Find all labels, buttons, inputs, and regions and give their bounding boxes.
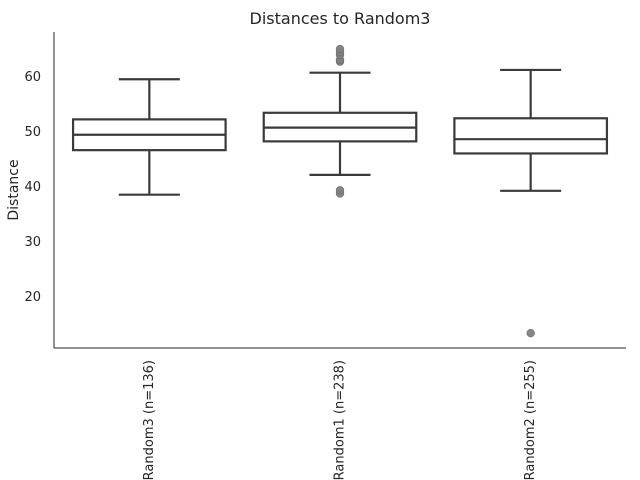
y-tick-label: 30 [24, 235, 41, 250]
outlier-point [335, 44, 345, 54]
y-tick-label: 50 [24, 125, 41, 140]
iqr-box [453, 117, 609, 155]
y-axis-label: Distance [6, 159, 22, 220]
x-tick-label: Random1 (n=238) [333, 360, 348, 480]
y-tick-label: 60 [24, 70, 41, 85]
x-tick-label: Random2 (n=255) [523, 360, 538, 480]
outlier-point [335, 186, 345, 195]
plot-frame [53, 32, 626, 349]
box-0 [71, 78, 227, 196]
box-2 [453, 68, 609, 338]
y-tick-label: 40 [24, 180, 41, 195]
y-tick-group: 20 30 40 50 60 [24, 70, 41, 305]
chart-title: Distances to Random3 [250, 9, 431, 28]
box-series-group [71, 44, 609, 338]
y-tick-label: 20 [24, 290, 41, 305]
box-1 [262, 44, 418, 198]
x-tick-label: Random3 (n=136) [142, 360, 157, 480]
outlier-point [526, 328, 535, 338]
x-tick-group: Random3 (n=136) Random1 (n=238) Random2 (n… [142, 360, 538, 480]
